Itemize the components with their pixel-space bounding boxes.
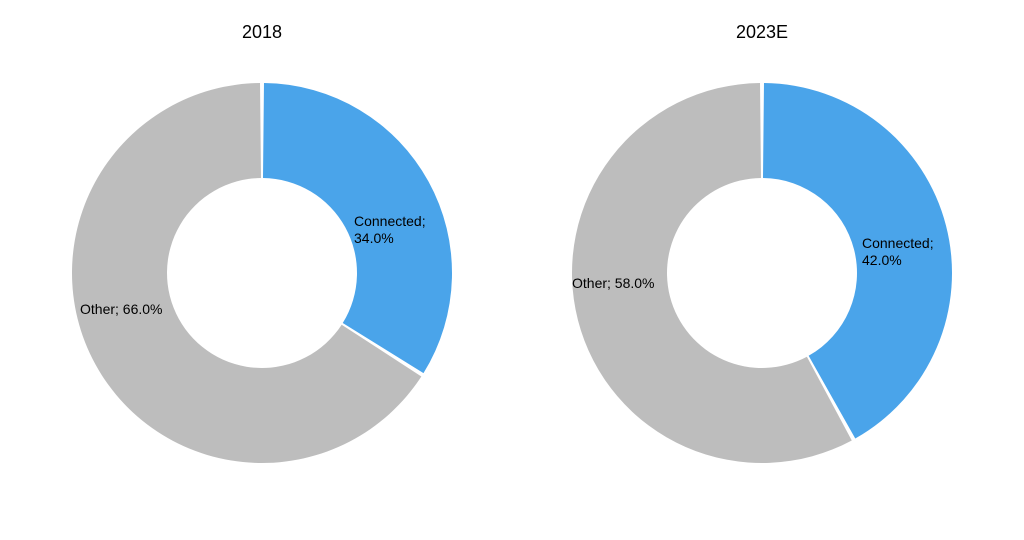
donut-chart-2018: Connected;34.0%Other; 66.0%	[52, 63, 472, 483]
chart-page: 2018 Connected;34.0%Other; 66.0% 2023E C…	[0, 0, 1024, 540]
chart-panel-2023e: 2023E Connected;42.0%Other; 58.0%	[512, 0, 1012, 540]
donut-chart-2023e: Connected;42.0%Other; 58.0%	[552, 63, 972, 483]
chart-title-2023e: 2023E	[736, 22, 788, 43]
chart-panel-2018: 2018 Connected;34.0%Other; 66.0%	[12, 0, 512, 540]
donut-slice-connected	[263, 83, 452, 373]
chart-title-2018: 2018	[242, 22, 282, 43]
